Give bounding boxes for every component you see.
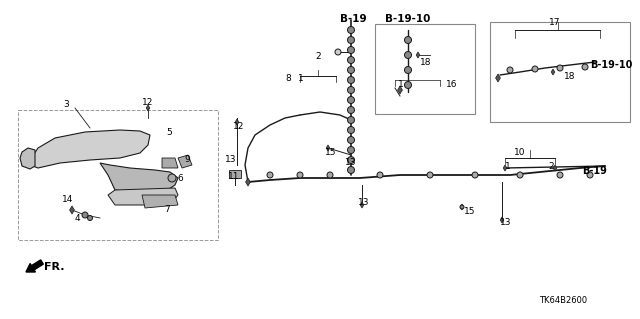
Text: 15: 15: [325, 148, 337, 157]
Circle shape: [460, 205, 464, 209]
Text: FR.: FR.: [44, 262, 65, 272]
Polygon shape: [162, 158, 178, 168]
Circle shape: [348, 26, 355, 33]
Text: 4: 4: [75, 214, 81, 223]
Circle shape: [348, 77, 355, 84]
Polygon shape: [360, 202, 364, 208]
Text: 12: 12: [142, 98, 154, 107]
Circle shape: [427, 172, 433, 178]
Text: 13: 13: [345, 158, 356, 167]
Circle shape: [507, 67, 513, 73]
Text: 1: 1: [298, 74, 304, 83]
Bar: [229, 170, 241, 178]
Circle shape: [348, 116, 355, 123]
Circle shape: [267, 172, 273, 178]
Polygon shape: [500, 217, 504, 223]
Circle shape: [348, 157, 355, 164]
Circle shape: [348, 47, 355, 54]
Circle shape: [348, 86, 355, 93]
Text: 1: 1: [505, 162, 511, 171]
Text: TK64B2600: TK64B2600: [539, 296, 587, 305]
Circle shape: [348, 127, 355, 133]
Bar: [18, 110, 218, 240]
Text: 6: 6: [177, 174, 183, 183]
Text: 2: 2: [548, 162, 554, 171]
Polygon shape: [20, 148, 35, 169]
Circle shape: [348, 97, 355, 103]
Text: 13: 13: [225, 155, 237, 164]
Text: 17: 17: [549, 18, 561, 27]
Text: B-19-10: B-19-10: [590, 60, 632, 70]
Circle shape: [327, 172, 333, 178]
Polygon shape: [495, 74, 500, 82]
Polygon shape: [146, 105, 150, 111]
Circle shape: [404, 36, 412, 43]
Polygon shape: [236, 119, 239, 125]
Circle shape: [472, 172, 478, 178]
Circle shape: [335, 49, 341, 55]
Text: 14: 14: [62, 195, 74, 204]
Circle shape: [348, 36, 355, 43]
Polygon shape: [178, 155, 192, 168]
Text: 15: 15: [464, 207, 476, 216]
Circle shape: [404, 81, 412, 88]
Polygon shape: [460, 204, 464, 210]
Circle shape: [557, 172, 563, 178]
Circle shape: [168, 174, 176, 182]
Text: 7: 7: [164, 205, 170, 214]
Polygon shape: [397, 86, 403, 94]
Text: 11: 11: [228, 172, 239, 181]
Text: 9: 9: [184, 155, 189, 164]
Circle shape: [348, 56, 355, 63]
Text: 1: 1: [398, 80, 404, 89]
Polygon shape: [551, 69, 555, 75]
Circle shape: [377, 172, 383, 178]
Text: 8: 8: [285, 74, 291, 83]
Text: 18: 18: [420, 58, 431, 67]
Bar: [490, 22, 630, 122]
Polygon shape: [100, 163, 178, 195]
Polygon shape: [553, 165, 557, 171]
Text: 13: 13: [500, 218, 511, 227]
Circle shape: [348, 167, 355, 174]
Polygon shape: [503, 165, 507, 171]
Circle shape: [348, 146, 355, 153]
Bar: [375, 24, 475, 114]
Text: 12: 12: [233, 122, 244, 131]
Polygon shape: [246, 178, 250, 186]
Polygon shape: [416, 52, 420, 58]
Text: B-19: B-19: [582, 166, 607, 176]
FancyArrow shape: [26, 260, 44, 272]
Circle shape: [348, 137, 355, 144]
Polygon shape: [30, 130, 150, 168]
Circle shape: [404, 66, 412, 73]
Polygon shape: [70, 206, 74, 214]
Circle shape: [88, 216, 93, 220]
Circle shape: [582, 64, 588, 70]
Text: 18: 18: [564, 72, 575, 81]
Text: 13: 13: [358, 198, 369, 207]
Circle shape: [297, 172, 303, 178]
Circle shape: [532, 66, 538, 72]
Circle shape: [404, 51, 412, 58]
Polygon shape: [108, 188, 178, 205]
Circle shape: [82, 212, 88, 218]
Text: B-19-10: B-19-10: [385, 14, 430, 24]
Text: 16: 16: [446, 80, 458, 89]
Text: 3: 3: [63, 100, 68, 109]
Polygon shape: [326, 145, 330, 151]
Circle shape: [557, 65, 563, 71]
Circle shape: [587, 172, 593, 178]
Polygon shape: [142, 195, 178, 208]
Circle shape: [348, 66, 355, 73]
Circle shape: [348, 107, 355, 114]
Text: 10: 10: [514, 148, 525, 157]
Text: 2: 2: [315, 52, 321, 61]
Text: B-19: B-19: [340, 14, 367, 24]
Circle shape: [517, 172, 523, 178]
Text: 5: 5: [166, 128, 172, 137]
